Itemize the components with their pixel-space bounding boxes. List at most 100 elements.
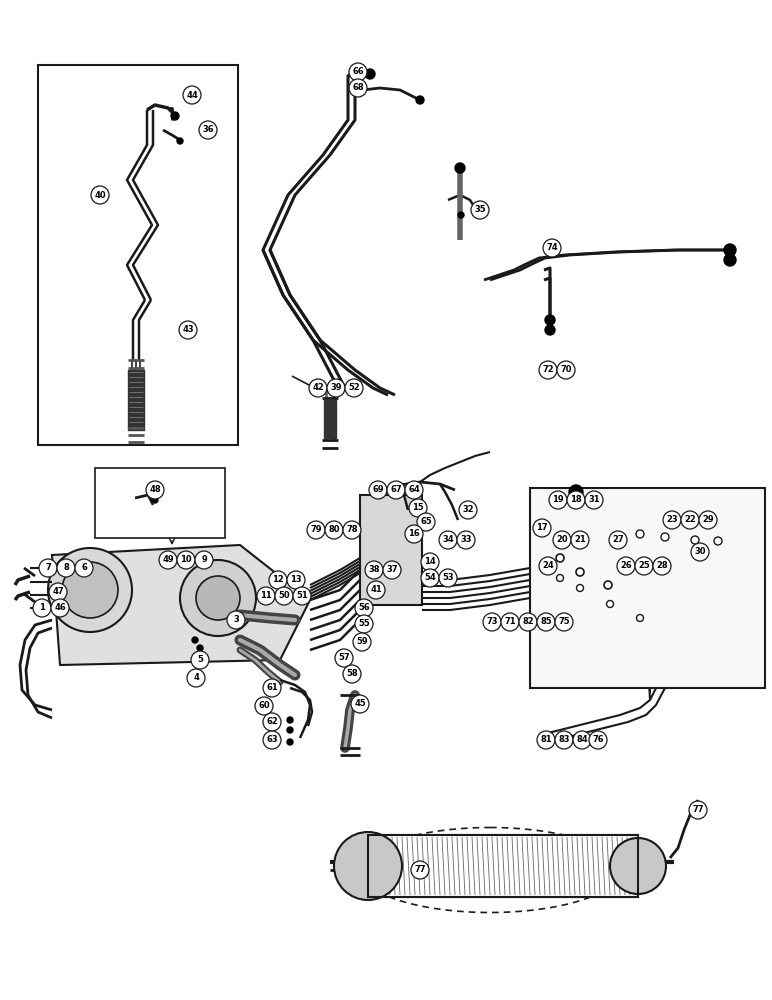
Text: 63: 63 — [266, 736, 278, 744]
Circle shape — [577, 584, 584, 591]
Text: 46: 46 — [54, 603, 66, 612]
Circle shape — [159, 551, 177, 569]
Circle shape — [349, 79, 367, 97]
Text: 18: 18 — [571, 495, 582, 504]
Circle shape — [457, 531, 475, 549]
Text: 45: 45 — [354, 700, 366, 708]
Text: 44: 44 — [186, 91, 198, 100]
Text: 80: 80 — [328, 526, 340, 534]
Text: 73: 73 — [486, 617, 498, 626]
Text: 16: 16 — [408, 530, 420, 538]
Text: 53: 53 — [442, 574, 454, 582]
Text: 85: 85 — [540, 617, 552, 626]
Text: 50: 50 — [278, 591, 290, 600]
Text: 54: 54 — [424, 574, 436, 582]
Text: 55: 55 — [358, 619, 370, 629]
Circle shape — [227, 611, 245, 629]
Circle shape — [636, 614, 644, 621]
Text: 20: 20 — [556, 536, 568, 544]
Circle shape — [545, 315, 555, 325]
Circle shape — [257, 587, 275, 605]
Circle shape — [537, 613, 555, 631]
Text: 42: 42 — [312, 383, 324, 392]
Text: 28: 28 — [656, 562, 668, 570]
Text: 11: 11 — [260, 591, 272, 600]
Circle shape — [171, 112, 179, 120]
Circle shape — [416, 96, 424, 104]
Text: 71: 71 — [504, 617, 516, 626]
Text: 15: 15 — [412, 504, 424, 512]
Circle shape — [459, 501, 477, 519]
Text: 29: 29 — [703, 516, 714, 524]
Circle shape — [75, 559, 93, 577]
Bar — [530, 488, 765, 688]
Text: 43: 43 — [182, 326, 194, 334]
Text: 56: 56 — [358, 603, 370, 612]
Text: 67: 67 — [390, 486, 401, 494]
Circle shape — [458, 212, 464, 218]
Text: 79: 79 — [310, 526, 322, 534]
Circle shape — [334, 832, 402, 900]
Text: 36: 36 — [202, 125, 214, 134]
Circle shape — [51, 599, 69, 617]
Text: 51: 51 — [296, 591, 308, 600]
Text: 78: 78 — [347, 526, 357, 534]
Text: 77: 77 — [692, 806, 704, 814]
Text: 65: 65 — [420, 518, 432, 526]
Text: 39: 39 — [330, 383, 342, 392]
Circle shape — [33, 599, 51, 617]
Text: 25: 25 — [638, 562, 650, 570]
Circle shape — [365, 561, 383, 579]
Circle shape — [335, 649, 353, 667]
Text: 1: 1 — [39, 603, 45, 612]
Text: 32: 32 — [462, 506, 474, 514]
Circle shape — [691, 536, 699, 544]
Circle shape — [653, 557, 671, 575]
Text: 33: 33 — [460, 536, 472, 544]
Circle shape — [604, 581, 612, 589]
Circle shape — [48, 548, 132, 632]
Text: 35: 35 — [474, 206, 486, 215]
Circle shape — [455, 163, 465, 173]
Circle shape — [325, 521, 343, 539]
Circle shape — [609, 531, 627, 549]
Text: 22: 22 — [684, 516, 696, 524]
Circle shape — [263, 713, 281, 731]
Circle shape — [555, 731, 573, 749]
Circle shape — [197, 645, 203, 651]
Circle shape — [607, 600, 614, 607]
Circle shape — [343, 665, 361, 683]
Circle shape — [576, 568, 584, 576]
Text: 40: 40 — [94, 190, 106, 200]
Circle shape — [617, 557, 635, 575]
Text: 24: 24 — [542, 562, 554, 570]
Text: 69: 69 — [372, 486, 384, 494]
Text: 41: 41 — [370, 585, 382, 594]
Text: 26: 26 — [620, 562, 631, 570]
Circle shape — [724, 244, 736, 256]
Circle shape — [191, 651, 209, 669]
Text: 21: 21 — [574, 536, 586, 544]
Circle shape — [553, 531, 571, 549]
Text: 61: 61 — [266, 684, 278, 692]
Circle shape — [421, 553, 439, 571]
Text: 59: 59 — [356, 638, 367, 647]
Circle shape — [557, 574, 564, 582]
Text: 14: 14 — [424, 558, 436, 566]
Circle shape — [681, 511, 699, 529]
Circle shape — [365, 69, 375, 79]
Circle shape — [187, 669, 205, 687]
Circle shape — [387, 481, 405, 499]
Circle shape — [195, 551, 213, 569]
Text: 23: 23 — [666, 516, 678, 524]
Text: 19: 19 — [552, 495, 564, 504]
Circle shape — [269, 571, 287, 589]
Circle shape — [287, 571, 305, 589]
Text: 13: 13 — [290, 576, 302, 584]
Circle shape — [411, 861, 429, 879]
Circle shape — [383, 561, 401, 579]
Text: 9: 9 — [201, 556, 207, 564]
Circle shape — [421, 569, 439, 587]
Circle shape — [573, 731, 591, 749]
Text: 27: 27 — [612, 536, 624, 544]
